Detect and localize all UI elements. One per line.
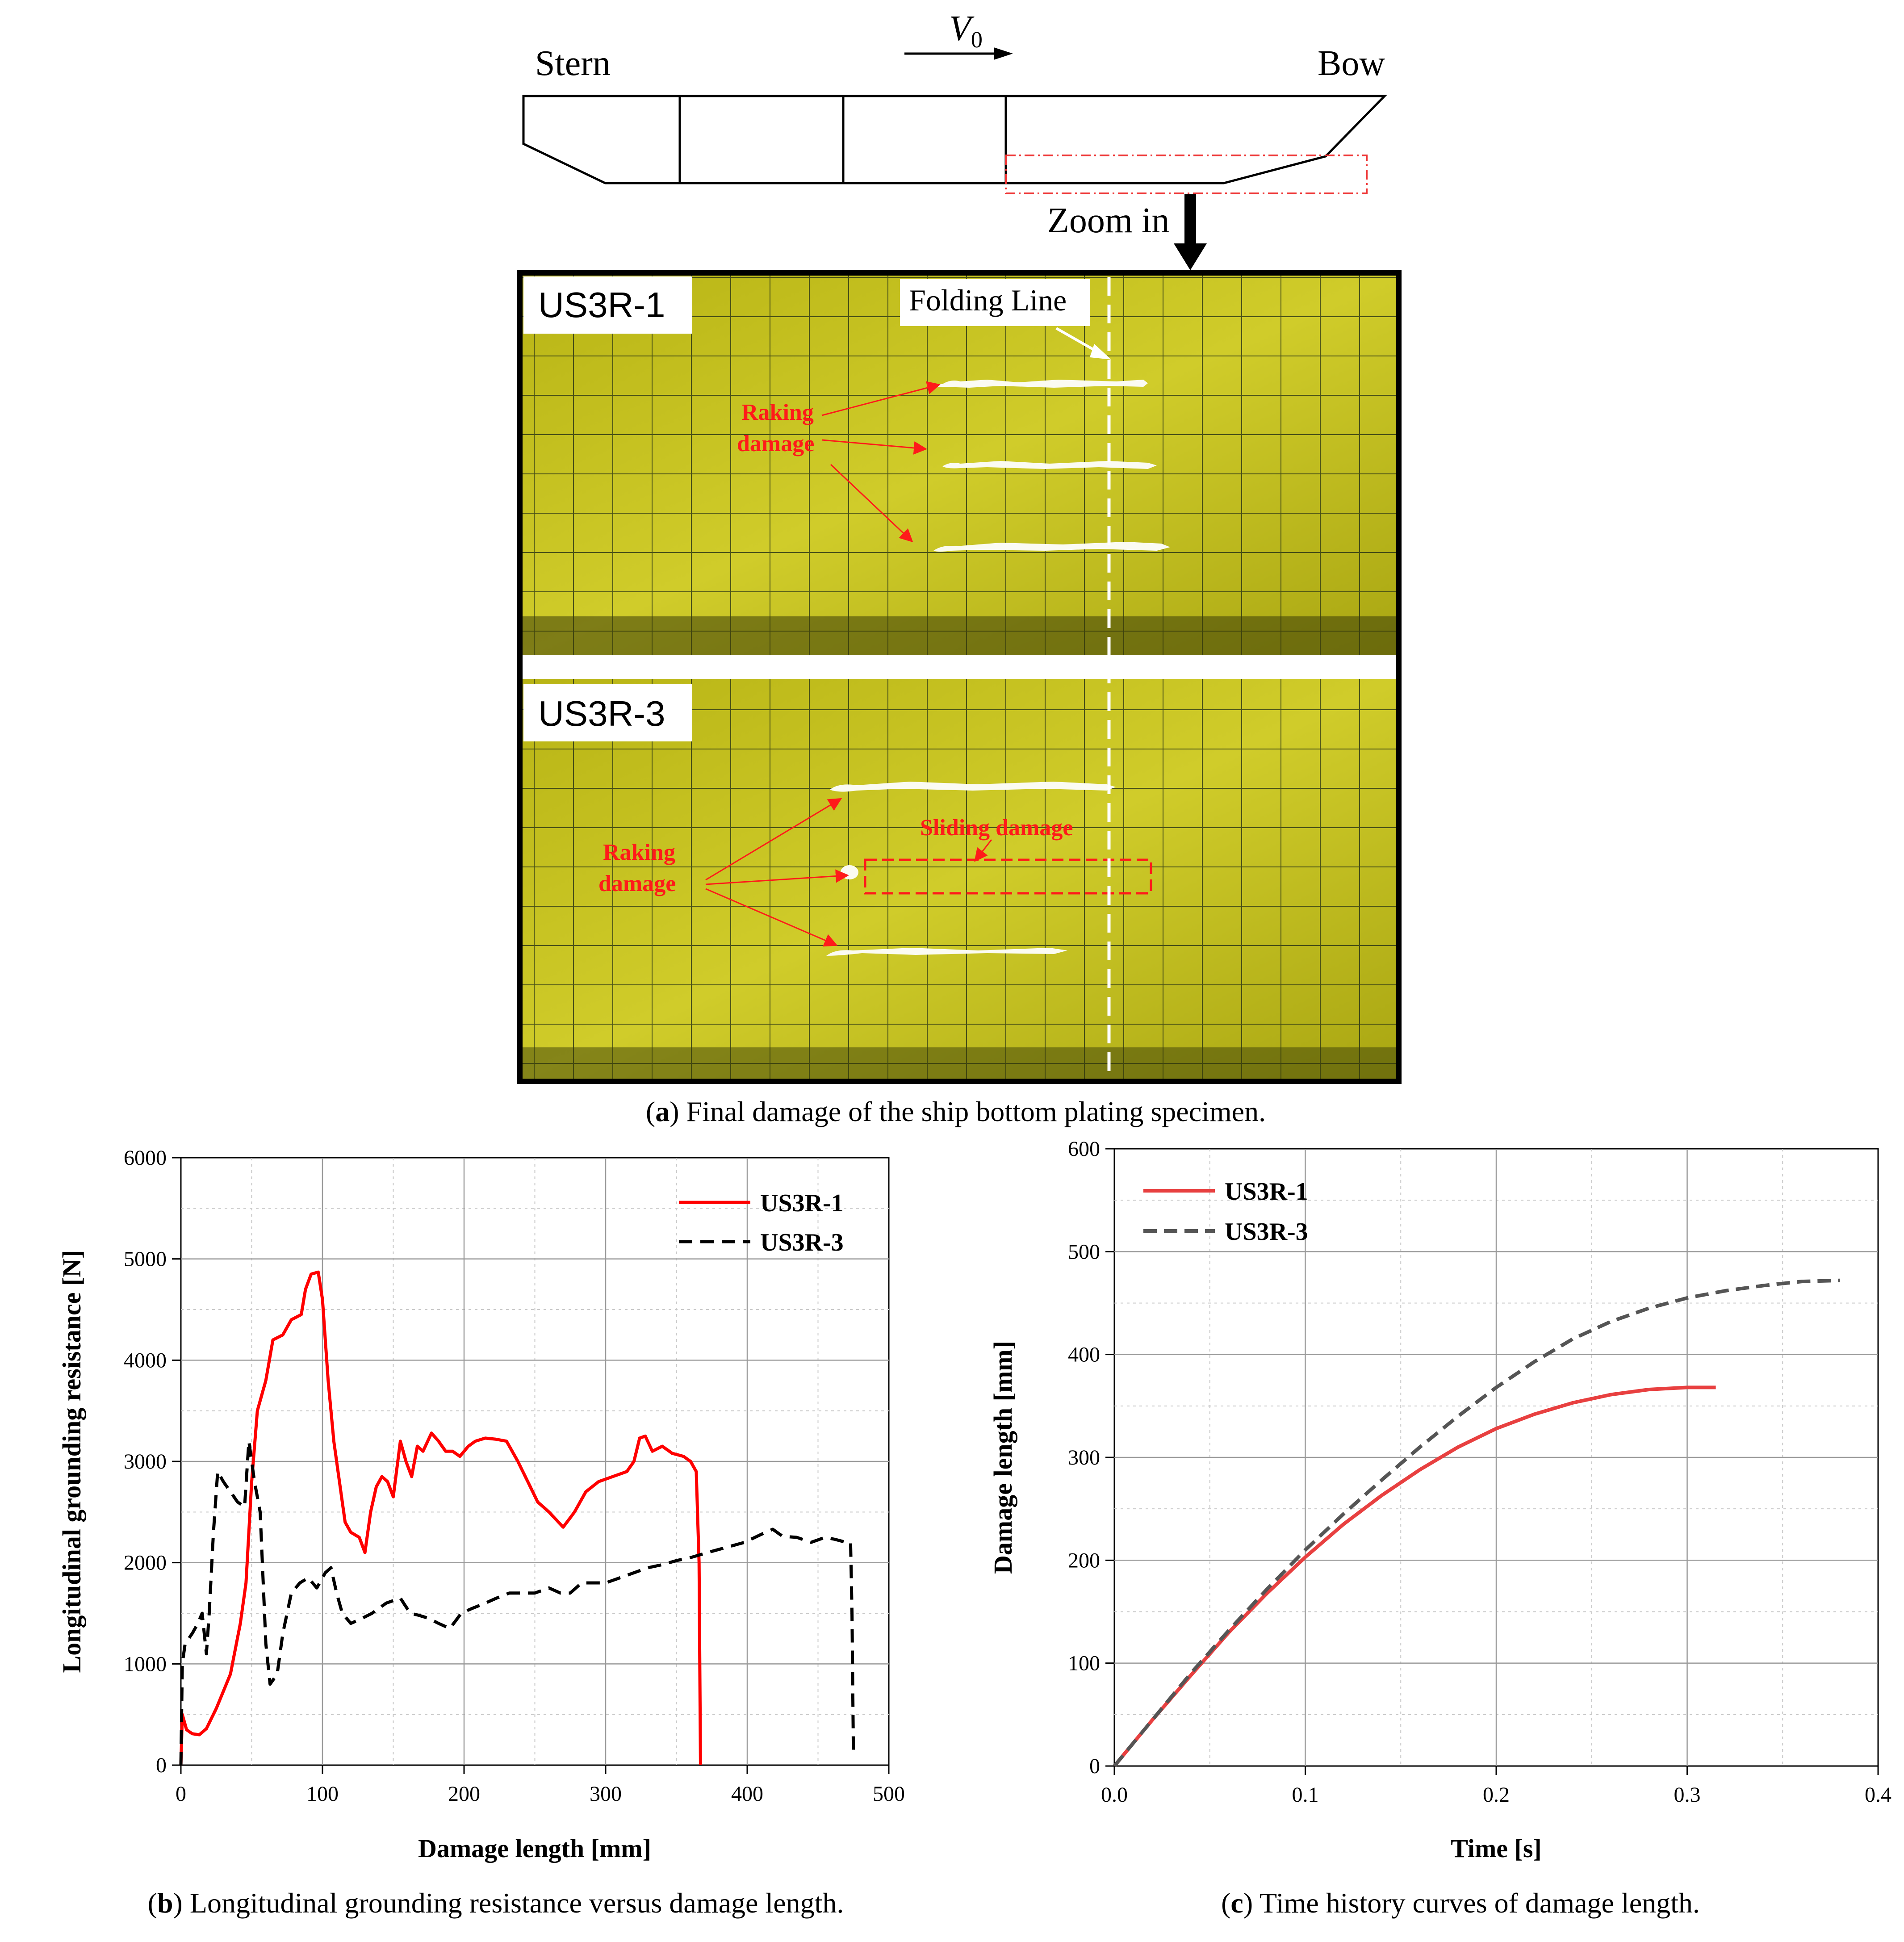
raking-arrow-3 [830, 464, 913, 543]
chart-b-ticks: 0 100 200 300 400 500010002000300040005000600… [124, 1146, 905, 1806]
zoom-region-box [1005, 155, 1368, 194]
y-tick-label: 500 [1068, 1240, 1100, 1264]
y-tick-label: 4000 [124, 1348, 167, 1372]
legend-label-us3r-3: US3R-3 [760, 1229, 844, 1256]
x-tick-label: 200 [448, 1782, 480, 1806]
y-tick-label: 600 [1068, 1137, 1100, 1161]
x-tick-label: 0.2 [1483, 1783, 1510, 1807]
raking-arrow-4 [705, 798, 842, 881]
raking-damage-note-1-line1: Raking [741, 400, 814, 425]
chart-b: 0 100 200 300 400 500010002000300040005000600… [57, 1146, 905, 1863]
velocity-label: V0 [949, 9, 983, 53]
y-tick-label: 400 [1068, 1343, 1100, 1367]
zoom-in-label: Zoom in [1047, 201, 1169, 240]
sliding-damage-box [864, 858, 1152, 895]
raking-damage-slit-1 [929, 380, 1148, 388]
raking-arrow-5 [705, 869, 849, 885]
ship-diagram: V0 Stern Bow Zoom in [522, 9, 1387, 270]
specimen-label-box-1 [523, 276, 692, 334]
x-tick-label: 0.0 [1101, 1783, 1128, 1807]
caption-a: (a) Final damage of the ship bottom plat… [646, 1096, 1266, 1127]
legend-label-us3r-1: US3R-1 [1225, 1178, 1308, 1205]
sliding-damage-note: Sliding damage [920, 815, 1073, 841]
specimen-label-us3r1: US3R-1 [538, 285, 665, 325]
raking-damage-slit-5 [826, 948, 1067, 956]
y-tick-label: 6000 [124, 1146, 167, 1170]
chart-c-y-axis-label: Damage length [mm] [988, 1341, 1017, 1574]
chart-b-series [179, 1270, 855, 1766]
raking-arrow-6 [705, 888, 838, 947]
specimen-photos: US3R-1 Folding Line Raking damage US3R-3… [517, 270, 1402, 1084]
photo-us3r1: US3R-1 Folding Line Raking damage [523, 276, 1396, 655]
ship-hull-outline [522, 95, 1387, 184]
chart-b-legend: US3R-1 US3R-3 [679, 1189, 844, 1256]
sliding-arrow [974, 839, 992, 862]
raking-damage-note-2-line1: Raking [603, 840, 675, 865]
raking-damage-slit-4 [830, 782, 1116, 792]
specimen-label-us3r3: US3R-3 [538, 694, 665, 733]
raking-arrow-2 [821, 439, 927, 455]
chart-c-ticks: 0.0 0.1 0.2 0.3 0.4 0 100 200 300 400 500 600 [1068, 1137, 1891, 1807]
raking-damage-slit-2 [942, 461, 1157, 469]
plate-shadow-edge [523, 616, 1396, 655]
x-tick-label: 400 [731, 1782, 763, 1806]
x-tick-label: 100 [306, 1782, 339, 1806]
y-tick-label: 1000 [124, 1652, 167, 1676]
raking-damage-note-1-line2: damage [737, 431, 814, 456]
x-tick-label: 0.4 [1865, 1783, 1891, 1807]
y-tick-label: 3000 [124, 1450, 167, 1473]
chart-c: 0.0 0.1 0.2 0.3 0.4 0 100 200 300 400 500 600 US3R-… [988, 1137, 1891, 1863]
photo-us3r3: US3R-3 Sliding damage Raking damage [523, 679, 1396, 1079]
folding-line-pointer-head [1090, 344, 1111, 360]
series-line-us3r-3 [1113, 1278, 1840, 1767]
y-tick-label: 0 [156, 1754, 167, 1777]
raking-damage-slit-3 [933, 542, 1170, 552]
chart-b-x-axis-label: Damage length [mm] [418, 1834, 651, 1863]
raking-damage-note-2-line2: damage [598, 871, 676, 896]
folding-line-label: Folding Line [909, 283, 1067, 317]
y-tick-label: 0 [1089, 1754, 1100, 1778]
specimen-label-box-2 [523, 684, 692, 741]
y-tick-label: 300 [1068, 1446, 1100, 1469]
x-tick-label: 0.1 [1292, 1783, 1319, 1807]
x-tick-label: 0 [176, 1782, 186, 1806]
x-tick-label: 0.3 [1674, 1783, 1701, 1807]
photo-separator [523, 655, 1396, 679]
chart-c-grid [1114, 1149, 1878, 1766]
folding-line-label-box [900, 279, 1090, 326]
y-tick-label: 2000 [124, 1551, 167, 1575]
stern-label: Stern [535, 44, 611, 83]
legend-label-us3r-3: US3R-3 [1225, 1218, 1308, 1246]
y-tick-label: 200 [1068, 1549, 1100, 1572]
chart-b-grid [181, 1158, 889, 1765]
x-tick-label: 500 [873, 1782, 905, 1806]
bow-label: Bow [1318, 44, 1385, 83]
series-line-us3r-1 [179, 1270, 702, 1766]
velocity-arrow-head [994, 47, 1013, 60]
y-tick-label: 100 [1068, 1652, 1100, 1675]
chart-c-x-axis-label: Time [s] [1451, 1834, 1542, 1863]
raking-arrow-1 [821, 381, 941, 416]
plate-grid [523, 679, 1396, 1079]
legend-label-us3r-1: US3R-1 [760, 1189, 844, 1217]
caption-b: (b) Longitudinal grounding resistance ve… [148, 1887, 844, 1919]
zoom-arrow-head [1174, 243, 1207, 270]
chart-c-legend: US3R-1 US3R-3 [1143, 1178, 1308, 1246]
chart-b-y-axis-label: Longitudinal grounding resistance [N] [57, 1250, 86, 1673]
chart-c-series [1113, 1278, 1840, 1767]
plate-shadow-edge [523, 1047, 1396, 1079]
x-tick-label: 300 [590, 1782, 622, 1806]
caption-c: (c) Time history curves of damage length… [1221, 1887, 1700, 1919]
series-line-us3r-3 [179, 1440, 855, 1766]
sliding-damage-start [841, 865, 858, 879]
y-tick-label: 5000 [124, 1247, 167, 1271]
